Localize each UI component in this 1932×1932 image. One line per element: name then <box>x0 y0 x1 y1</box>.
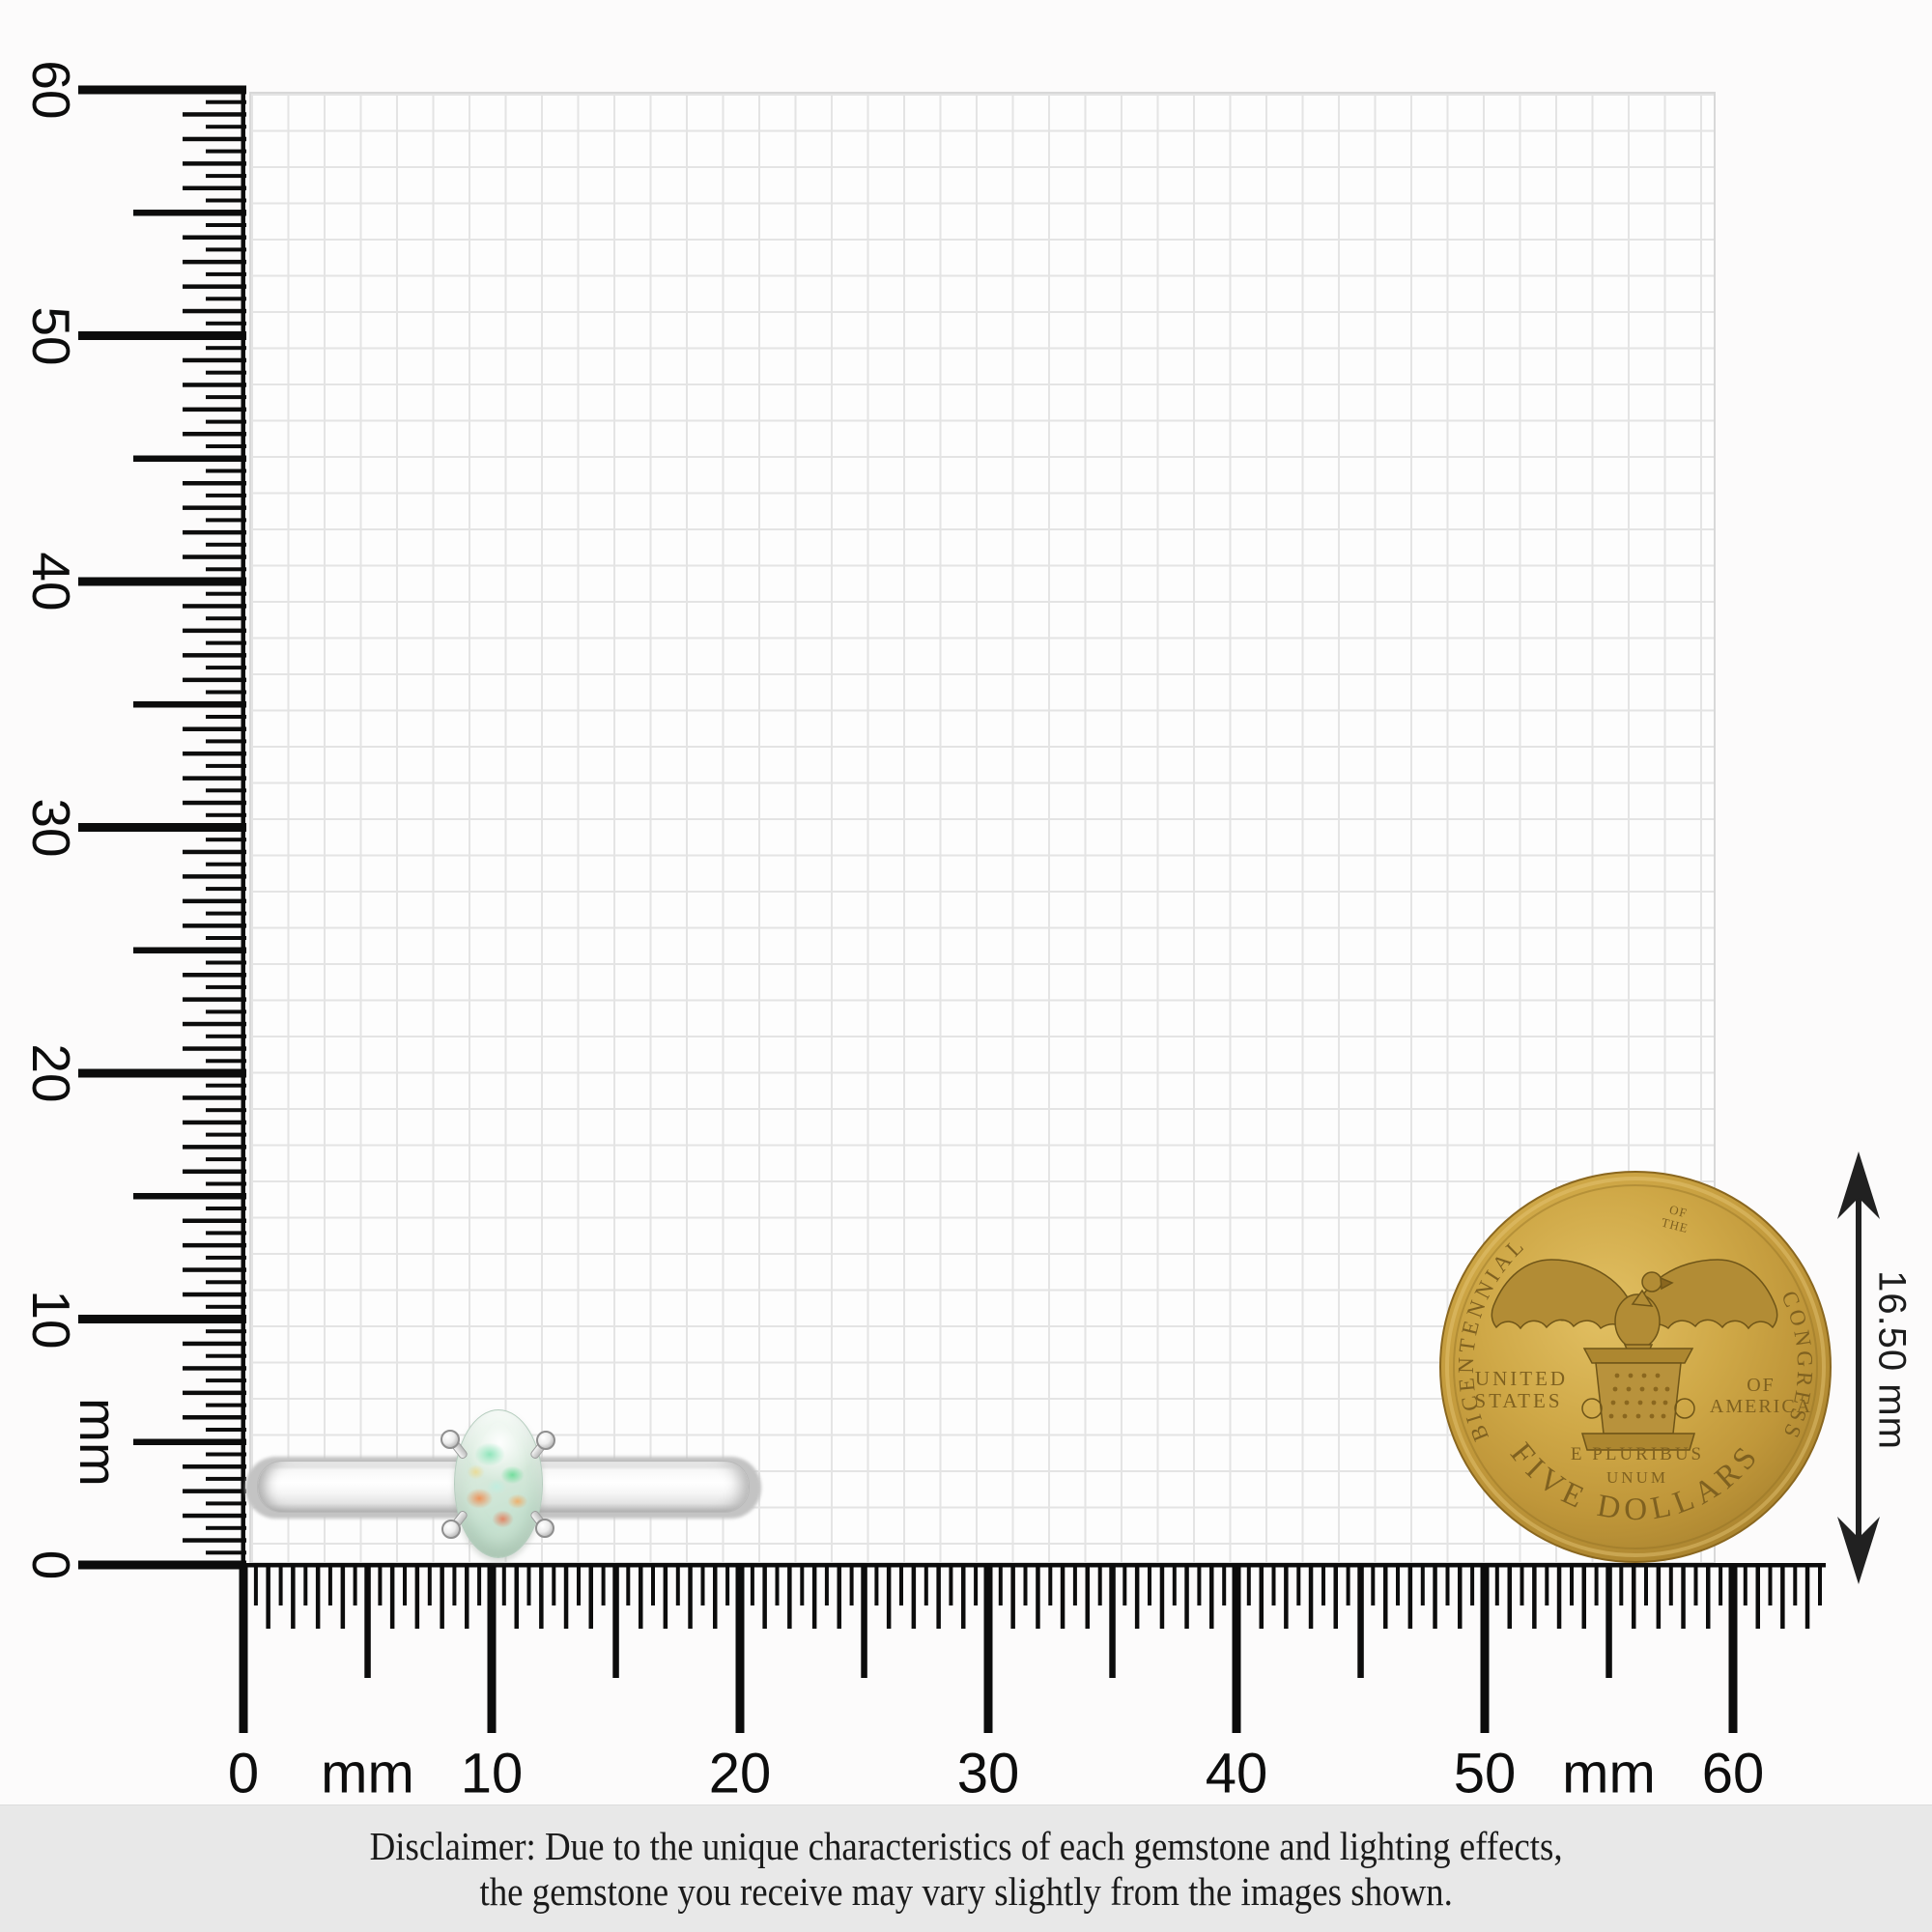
h-ruler-unit-label-text: mm <box>1562 1742 1656 1805</box>
coin-of-america-text: OF <box>1747 1375 1776 1396</box>
v-ruler-label-50-text: 50 <box>21 305 81 366</box>
v-ruler-label-40-text: 40 <box>21 552 81 611</box>
coin-motto-text: E PLURIBUS <box>1571 1444 1704 1464</box>
h-ruler-label-20-text: 20 <box>708 1742 772 1805</box>
coin-of-the-text: OF <box>1668 1202 1690 1220</box>
diameter-arrow <box>1837 1151 1880 1584</box>
v-ruler-unit-label-text: mm <box>69 1397 128 1487</box>
h-ruler-label-40-text: 40 <box>1205 1742 1268 1805</box>
h-ruler-label-10-text: 10 <box>460 1742 524 1805</box>
svg-text:THE: THE <box>1660 1215 1690 1236</box>
disclaimer-band: Disclaimer: Due to the unique characteri… <box>0 1804 1932 1932</box>
v-ruler-label-10-text: 10 <box>21 1289 81 1350</box>
svg-text:AMERICA: AMERICA <box>1710 1396 1812 1417</box>
disclaimer-line-1: Disclaimer: Due to the unique characteri… <box>369 1824 1563 1868</box>
svg-text:UNUM: UNUM <box>1606 1468 1668 1487</box>
opal-gemstone <box>454 1409 543 1558</box>
prong-ball <box>440 1430 460 1449</box>
v-ruler-label-0-text: 0 <box>21 1549 81 1580</box>
prong-ball <box>536 1431 555 1450</box>
prong-ball <box>441 1520 461 1539</box>
coin-rim-highlight <box>1445 1177 1826 1557</box>
h-ruler-label-30-text: 30 <box>956 1742 1020 1805</box>
svg-text:STATES: STATES <box>1475 1389 1563 1412</box>
eagle-emblem <box>1491 1259 1778 1451</box>
coin-rim-line <box>1453 1184 1818 1549</box>
h-ruler-unit-label-text: mm <box>321 1742 414 1805</box>
arrowhead-down-icon <box>1837 1517 1880 1584</box>
v-ruler-label-20-text: 20 <box>21 1043 81 1103</box>
h-ruler-label-50-text: 50 <box>1453 1742 1517 1805</box>
coin-united-states-text: UNITED <box>1475 1367 1568 1390</box>
v-ruler-label-30-text: 30 <box>21 797 81 858</box>
graph-paper-grid <box>249 92 1716 1564</box>
prong-ball <box>535 1519 554 1538</box>
disclaimer-line-2: the gemstone you receive may vary slight… <box>479 1869 1453 1914</box>
h-ruler-label-0-text: 0 <box>227 1742 260 1805</box>
arrowhead-up-icon <box>1837 1151 1880 1219</box>
v-ruler-label-60-text: 60 <box>21 60 81 120</box>
five-dollar-coin: BICENTENNIAL CONGRESS OF THE UNITED STAT… <box>1439 1171 1832 1563</box>
h-ruler-label-60-text: 60 <box>1701 1742 1765 1805</box>
